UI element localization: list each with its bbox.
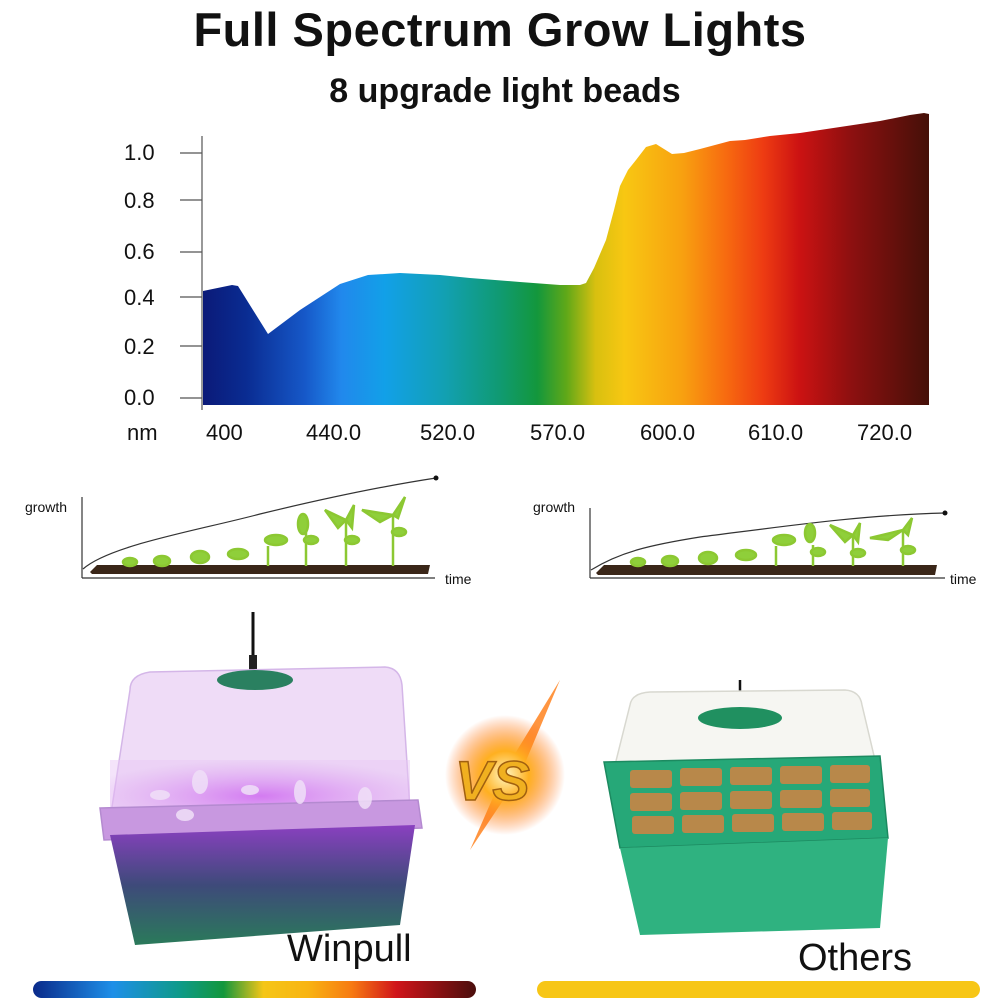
x-tick-label: 610.0 [748,420,804,445]
vs-badge: VS [445,680,565,850]
time-axis-label-left: time [445,571,472,587]
growth-chart-left [81,475,439,579]
y-tick-label: 1.0 [124,140,155,165]
winpull-spectrum-bar [33,981,476,998]
svg-text:VS: VS [455,749,530,812]
product-comparison-image: VS [99,612,889,945]
time-axis-label-right: time [950,571,977,587]
x-tick-label: 600.0 [640,420,696,445]
growth-axis-label-right: growth [533,499,576,515]
y-tick-label: 0.0 [124,385,155,410]
x-tick-label: 400 [206,420,243,445]
winpull-label: Winpull [287,928,412,970]
x-tick-label: 520.0 [420,420,476,445]
y-tick-label: 0.8 [124,188,155,213]
growth-chart-right [589,508,948,579]
x-tick-label: 720.0 [857,420,913,445]
y-tick-label: 0.6 [124,239,155,264]
winpull-tray-image [99,612,423,945]
y-tick-label: 0.2 [124,334,155,359]
seedlings [629,517,917,568]
others-spectrum-bar [537,981,980,998]
growth-axis-label-left: growth [25,499,68,515]
others-tray-image [603,680,889,935]
y-tick-label: 0.4 [124,285,155,310]
others-label: Others [798,937,913,979]
page-subtitle: 8 upgrade light beads [329,72,681,110]
spectrum-chart [180,113,929,410]
seedlings [121,496,408,568]
x-tick-label: 440.0 [306,420,362,445]
x-tick-label: 570.0 [530,420,586,445]
x-axis-unit-label: nm [127,420,158,445]
page-title: Full Spectrum Grow Lights [193,3,807,56]
spectrum-area [203,113,929,405]
